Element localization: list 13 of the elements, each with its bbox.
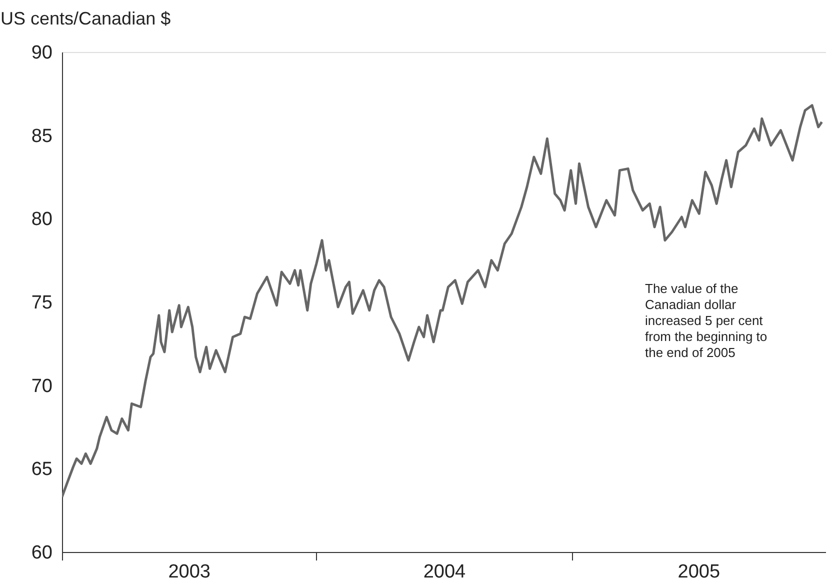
x-tick-label: 2005 — [678, 562, 720, 582]
y-tick-label: 60 — [31, 542, 52, 564]
y-tick-label: 80 — [31, 209, 52, 230]
y-tick-label: 65 — [31, 459, 52, 480]
annotation: The value of the Canadian dollar increased 5 per cent from the beginning to the end of 2005 — [645, 281, 768, 360]
y-tick-label: 90 — [31, 42, 52, 64]
line-series — [62, 104, 824, 498]
y-tick-label: 70 — [31, 376, 52, 397]
y-tick-label: 75 — [31, 292, 52, 314]
x-tick-label: 2003 — [168, 562, 211, 582]
y-tick-label: 85 — [31, 126, 52, 147]
x-tick-label: 2004 — [423, 562, 466, 582]
y-axis-title: US cents/Canadian $ — [0, 8, 171, 28]
